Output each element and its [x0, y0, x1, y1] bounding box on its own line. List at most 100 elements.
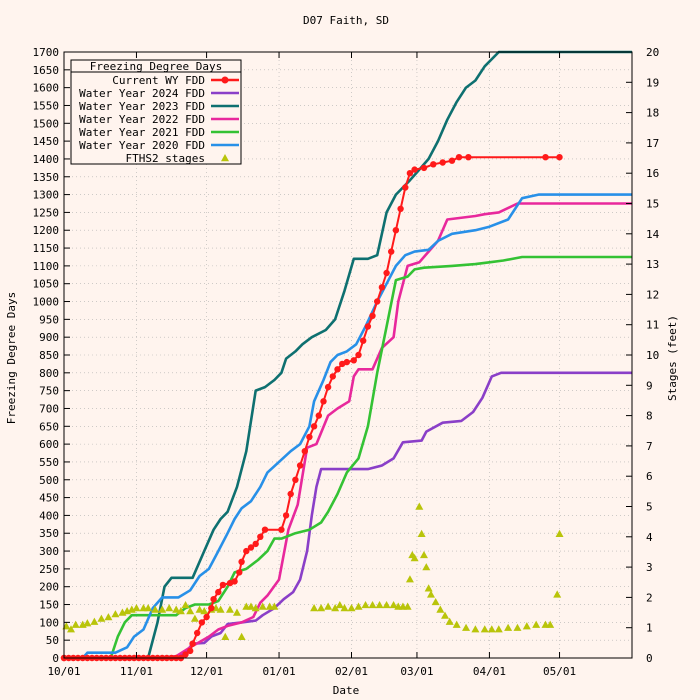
y-tick-label: 1050: [33, 278, 60, 291]
data-point: [378, 284, 386, 291]
data-point: [221, 632, 230, 640]
data-point: [360, 337, 367, 344]
data-point: [553, 590, 562, 598]
data-point: [364, 323, 372, 330]
y2-tick-label: 20: [646, 46, 659, 59]
data-point: [542, 154, 549, 161]
legend-label-water-year-2020-fdd: Water Year 2020 FDD: [79, 139, 205, 152]
y2-tick-label: 15: [646, 198, 659, 211]
series-line-current-wy-fdd: [64, 156, 560, 659]
data-point: [329, 373, 336, 380]
y2-tick-label: 1: [646, 622, 653, 635]
data-point: [439, 159, 446, 166]
data-point: [335, 600, 344, 609]
y-tick-label: 250: [39, 563, 59, 576]
data-point: [522, 622, 531, 630]
axes-layer: 0501001502002503003504004505005506006507…: [33, 46, 660, 678]
y2-tick-label: 18: [646, 107, 659, 120]
data-point: [331, 604, 340, 612]
data-point: [310, 423, 318, 430]
series-water-year-2023-fdd: [64, 50, 632, 660]
y2-tick-label: 0: [646, 652, 653, 665]
y-tick-label: 1150: [33, 242, 60, 255]
data-point: [225, 605, 234, 613]
data-point: [513, 623, 522, 631]
x-tick-label: 10/01: [47, 665, 80, 678]
data-point: [187, 647, 194, 655]
data-point: [420, 164, 428, 172]
y-tick-label: 1000: [33, 296, 60, 309]
data-point: [403, 602, 412, 610]
y-tick-label: 1200: [33, 224, 60, 237]
y2-tick-label: 16: [646, 167, 659, 180]
data-point: [532, 620, 541, 628]
data-point: [189, 640, 196, 647]
data-point: [257, 533, 264, 540]
y-tick-label: 550: [39, 456, 59, 469]
data-point: [374, 298, 381, 305]
data-point: [424, 584, 433, 592]
data-point: [232, 608, 241, 616]
data-point: [292, 476, 299, 483]
data-point: [317, 604, 326, 612]
data-point: [441, 611, 450, 619]
data-point: [324, 602, 333, 610]
y-tick-label: 900: [39, 331, 59, 344]
data-point: [368, 600, 377, 609]
data-point: [350, 357, 357, 364]
y2-tick-label: 3: [646, 561, 653, 574]
data-point: [310, 604, 319, 612]
data-point: [334, 366, 341, 373]
y-tick-label: 500: [39, 474, 59, 487]
y-tick-label: 1400: [33, 153, 60, 166]
x-tick-label: 03/01: [400, 665, 433, 678]
legend-label-water-year-2023-fdd: Water Year 2023 FDD: [79, 100, 205, 113]
data-point: [301, 448, 308, 455]
x-tick-label: 12/01: [190, 665, 223, 678]
y-tick-label: 1500: [33, 117, 60, 130]
data-point: [315, 412, 322, 419]
data-point: [215, 588, 222, 596]
y-tick-label: 50: [46, 634, 59, 647]
data-point: [426, 590, 435, 598]
data-point: [219, 581, 227, 589]
legend-marker-current-wy-fdd: [221, 76, 229, 84]
data-point: [375, 600, 384, 609]
data-point: [236, 569, 243, 576]
y-tick-label: 650: [39, 420, 59, 433]
y2-tick-label: 10: [646, 349, 659, 362]
data-point: [452, 620, 461, 628]
data-point: [172, 605, 181, 613]
y-tick-label: 0: [52, 652, 59, 665]
x-tick-label: 04/01: [473, 665, 506, 678]
data-point: [462, 623, 471, 631]
series-line-water-year-2020-fdd: [64, 193, 632, 660]
data-point: [436, 605, 445, 613]
y-tick-label: 1250: [33, 206, 60, 219]
data-point: [504, 623, 513, 631]
data-point: [181, 600, 190, 609]
legend-label-fths2-stages: FTHS2 stages: [126, 152, 205, 165]
data-point: [465, 154, 472, 161]
legend-label-water-year-2022-fdd: Water Year 2022 FDD: [79, 113, 205, 126]
data-point: [231, 578, 238, 585]
y2-tick-label: 8: [646, 410, 653, 423]
data-point: [320, 398, 327, 405]
data-point: [104, 613, 113, 621]
y2-tick-label: 19: [646, 76, 659, 89]
legend-marker-fths2-stages: [221, 154, 229, 162]
data-point: [555, 529, 564, 537]
chart-title: D07 Faith, SD: [303, 14, 389, 27]
y2-axis-label: Stages (feet): [666, 315, 679, 401]
data-point: [455, 154, 463, 161]
y2-tick-label: 9: [646, 379, 653, 392]
data-point: [392, 227, 400, 234]
y2-tick-label: 2: [646, 591, 653, 604]
data-point: [448, 157, 456, 164]
data-point: [158, 605, 167, 613]
y-axis-label: Freezing Degree Days: [5, 292, 18, 424]
legend-box: [70, 59, 242, 165]
y-tick-label: 600: [39, 438, 59, 451]
y-tick-label: 350: [39, 527, 59, 540]
